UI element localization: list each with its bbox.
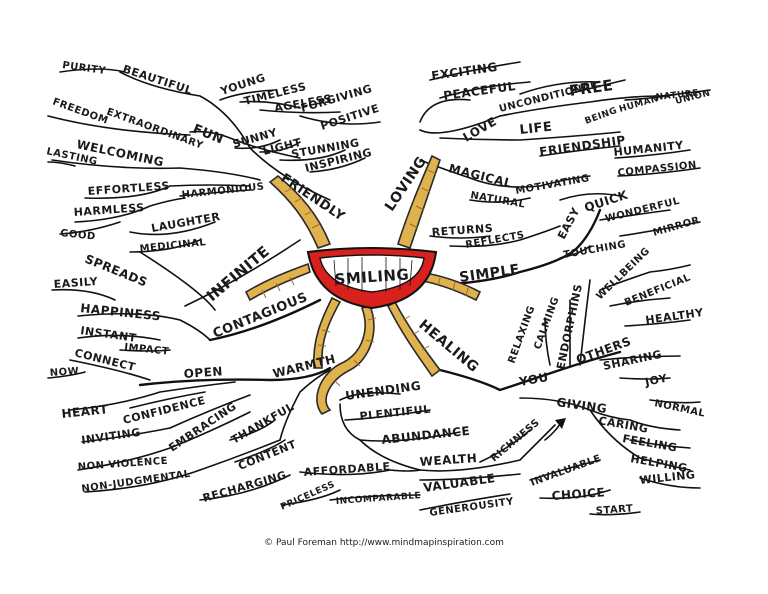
word-harmonious: HARMONIOUS [181,181,265,201]
word-good: GOOD [60,228,96,243]
word-impact: IMPACT [124,342,170,358]
word-valuable: VALUABLE [422,471,496,495]
word-nature: NATURE [655,89,699,103]
center-label: SMILING [334,265,410,288]
word-infinite: INFINITE [203,242,273,305]
word-exciting: EXCITING [430,60,498,83]
word-simple: SIMPLE [458,262,521,286]
word-contagious: CONTAGIOUS [211,290,310,342]
word-heart: HEART [61,402,109,421]
word-peaceful: PEACEFUL [442,79,516,103]
word-touching: TOUCHING [563,239,627,261]
word-start: START [595,503,633,517]
word-now: NOW [49,366,79,379]
word-non-judgmental: NON-JUDGMENTAL [81,469,192,495]
word-content: CONTENT [236,438,298,473]
main-branches [244,154,482,415]
word-willing: WILLING [639,468,696,487]
word-richness: RICHNESS [489,417,542,464]
word-magical: MAGICAL [447,161,513,190]
word-open: OPEN [183,364,223,381]
word-being: BEING [584,106,619,127]
word-freedom: FREEDOM [51,96,110,126]
smiling-mouth [306,247,438,310]
word-compassion: COMPASSION [617,160,697,179]
arrow-icon [544,418,566,441]
word-affordable: AFFORDABLE [303,460,391,479]
word-relaxing: RELAXING [506,304,537,365]
credit-text: © Paul Foreman http://www.mindmapinspira… [264,538,504,548]
word-easily: EASILY [53,275,99,291]
word-choice: CHOICE [551,485,605,503]
word-healthy: HEALTHY [645,306,705,327]
word-mirror: MIRROR [652,215,701,239]
word-harmless: HARMLESS [73,201,145,219]
word-invaluable: INVALUABLE [529,453,603,489]
word-abundance: ABUNDANCE [381,424,471,447]
word-inviting: INVITING [81,426,142,447]
word-wealth: WEALTH [419,451,477,469]
word-recharging: RECHARGING [201,469,288,505]
word-joy: JOY [643,371,669,389]
word-free: FREE [568,76,614,100]
word-medicinal: MEDICINAL [139,237,207,255]
word-plentiful: PLENTIFUL [359,403,431,423]
center-text: SMILING [334,265,410,288]
word-giving: GIVING [556,395,608,416]
word-life: LIFE [519,120,553,138]
word-non-violence: NON-VIOLENCE [77,456,168,473]
word-easy: EASY [555,205,583,242]
word-motivating: MOTIVATING [515,173,591,197]
word-returns: RETURNS [431,222,493,239]
branch-lines [47,61,711,516]
word-beautiful: BEAUTIFUL [121,62,194,97]
word-you: YOU [517,370,550,389]
word-unending: UNENDING [344,378,422,402]
word-priceless: PRICELESS [279,480,337,513]
word-happiness: HAPPINESS [80,301,162,323]
word-effortless: EFFORTLESS [87,179,170,198]
word-purity: PURITY [62,60,107,77]
word-incomparable: INCOMPARABLE [336,491,422,507]
